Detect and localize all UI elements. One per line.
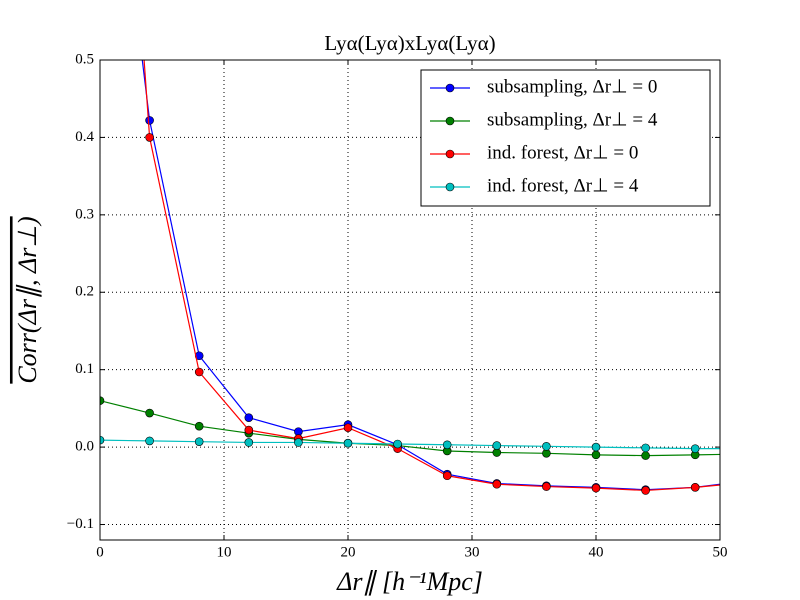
point [741, 450, 749, 458]
point [100, 435, 105, 445]
x-tick-label: 50 [713, 544, 728, 560]
point [442, 440, 452, 450]
point [591, 450, 601, 460]
x-tick-label: 40 [589, 544, 604, 560]
point [194, 367, 204, 377]
legend-label: subsampling, Δr⊥ = 4 [487, 109, 658, 130]
point [244, 413, 254, 422]
point [442, 471, 452, 481]
y-axis-label: Corr(Δr∥, Δr⊥) [13, 216, 42, 383]
point [145, 133, 154, 142]
point [690, 444, 700, 453]
point [690, 483, 700, 492]
point [641, 451, 650, 460]
legend-box [420, 69, 711, 207]
point [542, 442, 551, 451]
legend-label: ind. forest, Δr⊥ = 4 [487, 175, 639, 196]
x-tick-label: 10 [217, 544, 232, 560]
point [244, 438, 254, 447]
point [393, 439, 402, 449]
x-tick-label: 30 [465, 544, 480, 560]
legend-label: ind. forest, Δr⊥ = 0 [487, 142, 638, 163]
chart-title: Lyα(Lyα)xLyα(Lyα) [324, 31, 495, 55]
legend: subsampling, Δr⊥ = 0 subsampling, Δr⊥ = 4… [420, 69, 711, 207]
plot-area [100, 60, 749, 495]
point [194, 421, 204, 431]
point [145, 436, 154, 446]
series-line [143, 60, 720, 492]
y-tick-label: 0.0 [75, 439, 94, 455]
y-tick-label: −0.1 [67, 516, 94, 532]
legend-marker [445, 182, 455, 192]
point [591, 483, 601, 493]
y-tick-label: 0.2 [75, 284, 94, 300]
y-tick-label: 0.4 [75, 129, 94, 145]
legend-marker [445, 116, 455, 126]
point [194, 437, 204, 446]
point [145, 116, 154, 125]
series-line [100, 400, 720, 457]
y-tick-label: 0.3 [75, 206, 94, 222]
plot-frame [99, 59, 721, 541]
y-tick-label: 0.1 [75, 361, 94, 377]
point [591, 442, 601, 452]
legend-marker [445, 149, 455, 159]
point [244, 425, 254, 435]
point [641, 443, 650, 453]
point [741, 479, 749, 487]
point [492, 441, 502, 450]
point [542, 482, 551, 491]
point [343, 423, 353, 433]
point [294, 438, 303, 447]
x-axis-label: Δr∥ [h⁻¹Mpc] [336, 567, 483, 596]
point [641, 486, 650, 495]
x-tick-label: 0 [96, 544, 104, 560]
point [145, 408, 154, 418]
y-tick-label: 0.5 [75, 51, 94, 67]
point [741, 445, 749, 453]
x-tick-label: 20 [341, 544, 356, 560]
point [343, 438, 353, 448]
series-line [100, 439, 720, 450]
legend-marker [445, 83, 455, 93]
point [741, 477, 749, 485]
point [492, 479, 502, 489]
legend-label: subsampling, Δr⊥ = 0 [487, 76, 657, 97]
series-line [141, 60, 720, 491]
point [100, 396, 105, 405]
